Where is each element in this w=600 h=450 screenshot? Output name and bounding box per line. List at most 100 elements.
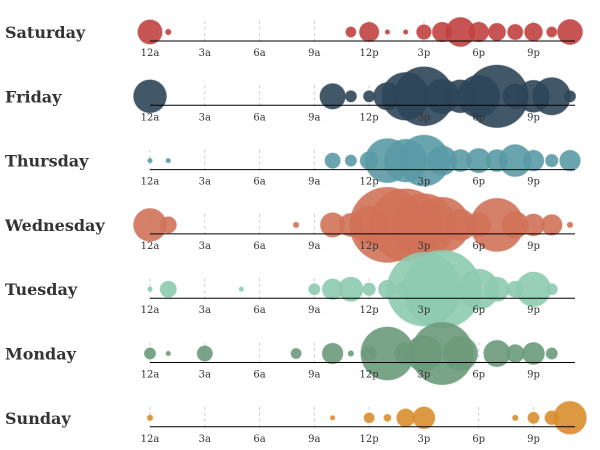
tick-label: 3p	[418, 177, 431, 188]
day-label: Friday	[5, 87, 62, 106]
day-row-tuesday: Tuesday Tuesday 0h: 2 Tuesday 1h: 25 Tuesda…	[5, 249, 575, 329]
tick-label: 9p	[527, 48, 540, 59]
tick-label: 9a	[308, 48, 320, 59]
bubble: Thursday 21h: 40	[522, 149, 545, 172]
bubble: Thursday 23h: 40	[559, 149, 581, 172]
tick-label: 12a	[141, 305, 160, 316]
bubble: Monday 8h: 10	[290, 347, 302, 360]
bubble: Monday 0h: 12	[143, 347, 157, 360]
tick-label: 6a	[253, 112, 265, 123]
bubble: Saturday 14h: 2	[402, 29, 409, 35]
tick-label: 9a	[308, 112, 320, 123]
tick-label: 3p	[418, 370, 431, 381]
day-label: Monday	[5, 345, 77, 364]
bubble: Thursday 22h: 15	[544, 153, 559, 168]
tick-label: 6a	[253, 177, 265, 188]
tick-label: 12p	[360, 241, 379, 252]
tick-label: 12p	[360, 434, 379, 445]
bubble: Monday 22h: 12	[545, 347, 558, 360]
bubble: Saturday 18h: 36	[468, 21, 490, 43]
tick-label: 9a	[308, 370, 320, 381]
bubble: Tuesday 0h: 2	[147, 286, 153, 293]
tick-label: 12a	[141, 112, 160, 123]
bubble: Monday 11h: 3	[347, 350, 355, 357]
bubble: Saturday 0h: 55	[137, 19, 163, 45]
bubble: Sunday 10h: 2	[329, 414, 336, 421]
bubble: Sunday 21h: 12	[527, 411, 540, 425]
bubble: Sunday 20h: 3	[511, 414, 519, 422]
bubble: Wednesday 22h: 40	[540, 213, 563, 236]
tick-label: 6a	[253, 434, 265, 445]
tick-label: 12a	[141, 434, 160, 445]
bubble: Saturday 23h: 58	[556, 18, 584, 46]
tick-label: 12a	[141, 177, 160, 188]
tick-label: 3a	[199, 370, 211, 381]
bubble: Tuesday 12h: 15	[362, 282, 377, 297]
bubble: Friday 0h: 100	[133, 79, 167, 114]
tick-label: 12a	[141, 48, 160, 59]
tick-label: 9a	[308, 434, 320, 445]
bubble: Monday 20h: 30	[505, 343, 525, 364]
bubble: Thursday 1h: 2	[165, 157, 172, 164]
day-label: Sunday	[5, 409, 71, 428]
tick-label: 3p	[418, 305, 431, 316]
tick-label: 6p	[472, 177, 485, 188]
tick-label: 6p	[472, 241, 485, 252]
tick-label: 9p	[527, 112, 540, 123]
tick-label: 6p	[472, 370, 485, 381]
tick-label: 3a	[199, 434, 211, 445]
tick-label: 12p	[360, 370, 379, 381]
day-label: Saturday	[5, 23, 86, 42]
bubble: Monday 21h: 45	[521, 341, 546, 366]
bubble: Saturday 22h: 10	[546, 26, 558, 38]
tick-label: 6a	[253, 48, 265, 59]
tick-label: 3a	[199, 241, 211, 252]
bubble: Monday 17h: 110	[442, 335, 479, 372]
tick-label: 9a	[308, 241, 320, 252]
bubble: Tuesday 5h: 2	[238, 286, 245, 293]
bubble: Wednesday 1h: 25	[159, 216, 178, 234]
tick-label: 9a	[308, 305, 320, 316]
day-row-saturday: Saturday Saturday 0h: 55Saturday 1h: 3 Sat…	[5, 16, 584, 59]
day-row-sunday: Sunday Sunday 0h: 3 Sunday 10h: 2 Sunday 12…	[5, 400, 587, 445]
bubble: Tuesday 22h: 12	[545, 282, 558, 296]
tick-label: 6p	[472, 112, 485, 123]
bubble: Saturday 13h: 2	[384, 29, 391, 35]
bubble: Friday 11h: 12	[344, 90, 358, 103]
bubble: Saturday 1h: 3	[164, 28, 172, 36]
tick-label: 3a	[199, 48, 211, 59]
tick-label: 6a	[253, 370, 265, 381]
tick-label: 6p	[472, 305, 485, 316]
tick-label: 12a	[141, 241, 160, 252]
tick-label: 3p	[418, 112, 431, 123]
bubble: Wednesday 23h: 3	[566, 221, 574, 229]
day-label: Tuesday	[5, 280, 78, 299]
tick-label: 3a	[199, 112, 211, 123]
tick-label: 9p	[527, 370, 540, 381]
bubble: Saturday 19h: 28	[487, 22, 507, 42]
bubble: Tuesday 9h: 12	[308, 282, 321, 296]
tick-label: 3a	[199, 177, 211, 188]
tick-label: 9p	[527, 241, 540, 252]
bubble: Sunday 0h: 3	[146, 414, 154, 422]
bubble: Thursday 11h: 12	[344, 154, 358, 167]
bubble: Wednesday 8h: 3	[292, 221, 300, 229]
tick-label: 3p	[418, 434, 431, 445]
bubble: Friday 23h: 12	[563, 90, 577, 103]
bubble: Saturday 21h: 30	[523, 22, 544, 42]
tick-label: 12a	[141, 370, 160, 381]
tick-label: 9p	[527, 177, 540, 188]
tick-label: 12p	[360, 48, 379, 59]
day-label: Wednesday	[4, 216, 105, 235]
day-row-thursday: Thursday Thursday 0h: 2 Thursday 1h: 2 Thur…	[5, 134, 581, 188]
day-label: Thursday	[5, 152, 89, 171]
tick-label: 6p	[472, 48, 485, 59]
tick-label: 3a	[199, 305, 211, 316]
bubble: Sunday 13h: 5	[383, 413, 392, 422]
bubble: Saturday 12h: 35	[358, 21, 380, 43]
day-row-friday: FridayFriday 0h: 100Friday 10h: 60Friday…	[5, 64, 577, 129]
tick-label: 9p	[527, 305, 540, 316]
bubble: Tuesday 1h: 25	[159, 280, 178, 298]
tick-label: 12p	[360, 305, 379, 316]
